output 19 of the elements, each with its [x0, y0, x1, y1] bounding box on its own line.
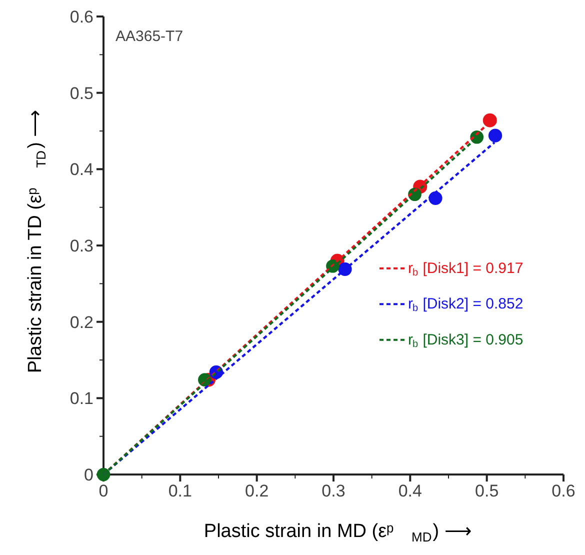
- x-tick-label: 0.4: [398, 482, 422, 500]
- y-tick-label: 0.3: [70, 236, 94, 256]
- annotation: AA365-T7: [116, 28, 184, 45]
- y-tick-label: 0.2: [70, 312, 94, 332]
- y-tick-label: 0.1: [70, 389, 94, 408]
- x-tick-label: 0.3: [322, 482, 346, 500]
- x-tick-label: 0: [98, 482, 108, 500]
- x-tick-label: 0.1: [168, 482, 192, 500]
- point: [488, 128, 502, 142]
- point: [428, 191, 442, 205]
- y-tick-label: 0.6: [70, 8, 94, 26]
- y-tick-label: 0: [84, 466, 94, 484]
- y-tick-label: 0.4: [70, 160, 94, 180]
- y-tick-label: 0.5: [70, 84, 94, 103]
- x-tick-label: 0.6: [552, 482, 576, 500]
- x-tick-label: 0.2: [245, 482, 269, 500]
- point: [482, 113, 497, 128]
- y-axis-title: Plastic strain in TD (εᵖTD) ⟶: [25, 110, 49, 374]
- x-tick-label: 0.5: [475, 482, 499, 500]
